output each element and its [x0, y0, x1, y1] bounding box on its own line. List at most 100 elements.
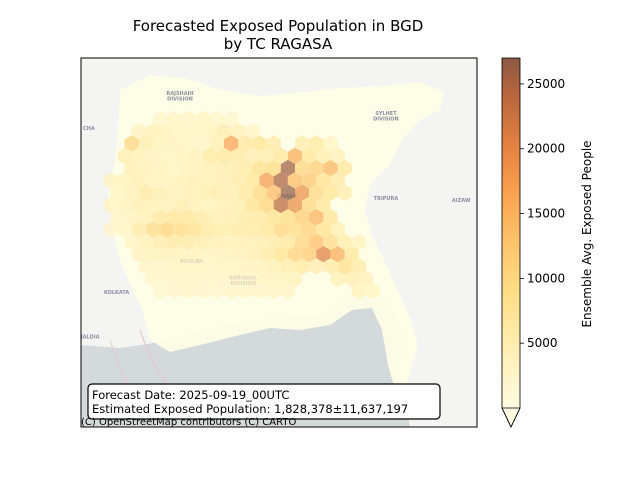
hexbin-191	[337, 258, 352, 275]
hexbin-4	[209, 110, 224, 128]
hexbin-84	[195, 184, 210, 201]
colorbar-outline	[501, 57, 521, 428]
hexbin-193	[145, 270, 161, 287]
hexbin-99	[160, 196, 175, 214]
basemap-label-0: RAJSHAHI	[166, 91, 193, 97]
hexbin-121	[252, 209, 267, 226]
hexbin-136	[231, 221, 246, 238]
hexbin-22	[224, 135, 239, 152]
hexbin-9	[174, 123, 189, 140]
basemap-label-8: TRIPURA	[374, 196, 399, 202]
hexbin-132	[174, 221, 189, 238]
hexbin-174	[316, 246, 331, 263]
hexbin-122	[266, 209, 281, 226]
chart-title-line2: by TC RAGASA	[224, 35, 333, 53]
hexbin-113	[138, 209, 153, 226]
hexbin-167	[216, 246, 232, 263]
basemap-label-7: KOLKATA	[104, 290, 129, 296]
hexbin-182	[209, 258, 224, 275]
hexbin-195	[174, 270, 189, 287]
hexbin-189	[309, 258, 324, 275]
hexbin-187	[280, 258, 295, 275]
hexbin-192	[351, 258, 366, 275]
hexbin-190	[323, 258, 338, 275]
hexbin-158	[323, 233, 338, 251]
hexbin-66	[174, 172, 189, 189]
hexbin-21	[209, 135, 224, 152]
hexbin-83	[181, 184, 196, 201]
hexbin-33	[174, 147, 189, 164]
hexbin-49	[181, 159, 196, 177]
hexbin-166	[202, 246, 217, 263]
hexbin-105	[245, 196, 260, 214]
hexbin-62	[117, 172, 132, 189]
hexbin-142	[316, 221, 331, 238]
hexbin-37	[231, 147, 246, 164]
hexbin-141	[302, 221, 317, 238]
hexbin-34	[188, 147, 203, 164]
hexbin-51	[209, 159, 224, 177]
basemap-label-1: DIVISION	[167, 96, 193, 102]
hexbin-218	[366, 282, 381, 300]
basemap-label-2: SYLHET	[375, 111, 397, 117]
hexbin-108	[287, 196, 303, 214]
hexbin-19	[181, 135, 196, 152]
hexbin-129	[131, 221, 146, 238]
hexbin-17	[153, 135, 168, 152]
hexbin-107	[273, 196, 288, 214]
hexbin-109	[302, 196, 317, 214]
hexbin-180	[181, 258, 196, 275]
hexbin-87	[238, 184, 253, 201]
hexbin-155	[280, 233, 295, 251]
hexbin-211	[209, 282, 224, 300]
hexbin-71	[245, 172, 260, 189]
hexbin-162	[145, 246, 161, 263]
hexbin-75	[302, 172, 317, 189]
hexbin-103	[216, 196, 232, 214]
hexbin-177	[138, 258, 153, 275]
hexbin-186	[266, 258, 281, 275]
basemap-label-11: AIZAW	[452, 198, 471, 204]
colorbar-extend-arrow	[501, 407, 521, 428]
hexbin-127	[103, 221, 118, 238]
hexbin-53	[238, 159, 253, 177]
colorbar-tick-label-3: 20000	[527, 142, 565, 156]
hexbin-70	[231, 172, 246, 189]
hexbin-168	[231, 246, 246, 263]
hexbin-57	[295, 159, 310, 177]
hexbin-92	[309, 184, 324, 201]
hexbin-208	[167, 282, 182, 300]
hexbin-172	[287, 246, 303, 263]
hexbin-36	[216, 147, 232, 164]
hexbin-46	[138, 159, 153, 177]
hexbin-28	[323, 135, 338, 152]
hexbin-201	[259, 270, 274, 287]
hexbin-159	[337, 233, 352, 251]
hexbin-48	[167, 159, 182, 177]
hexbin-153	[252, 233, 267, 251]
hexbin-26	[295, 135, 310, 152]
hexbin-64	[145, 172, 161, 189]
hexbin-181	[195, 258, 210, 275]
hexbin-188	[295, 258, 310, 275]
hexbin-151	[224, 233, 239, 251]
hexbin-14	[245, 123, 260, 140]
hexbin-111	[110, 209, 125, 226]
hexbin-165	[188, 246, 203, 263]
hexbin-86	[224, 184, 239, 201]
hexbin-183	[224, 258, 239, 275]
hexbin-215	[266, 282, 281, 300]
hexbin-55	[266, 159, 281, 177]
hexbin-25	[266, 135, 281, 152]
hexbin-137	[245, 221, 260, 238]
hexbin-175	[330, 246, 345, 263]
hexbin-85	[209, 184, 224, 201]
map-attribution: (C) OpenStreetMap contributors (C) CARTO	[81, 417, 296, 428]
hexbin-130	[145, 221, 161, 238]
hexbin-27	[309, 135, 324, 152]
hexbin-102	[202, 196, 217, 214]
hexbin-89	[266, 184, 281, 201]
hexbin-78	[110, 184, 125, 201]
hexbin-119	[224, 209, 239, 226]
map-panel[interactable]: RAJSHAHIDIVISIONSYLHETDIVISIONCHABARISHA…	[78, 58, 477, 427]
